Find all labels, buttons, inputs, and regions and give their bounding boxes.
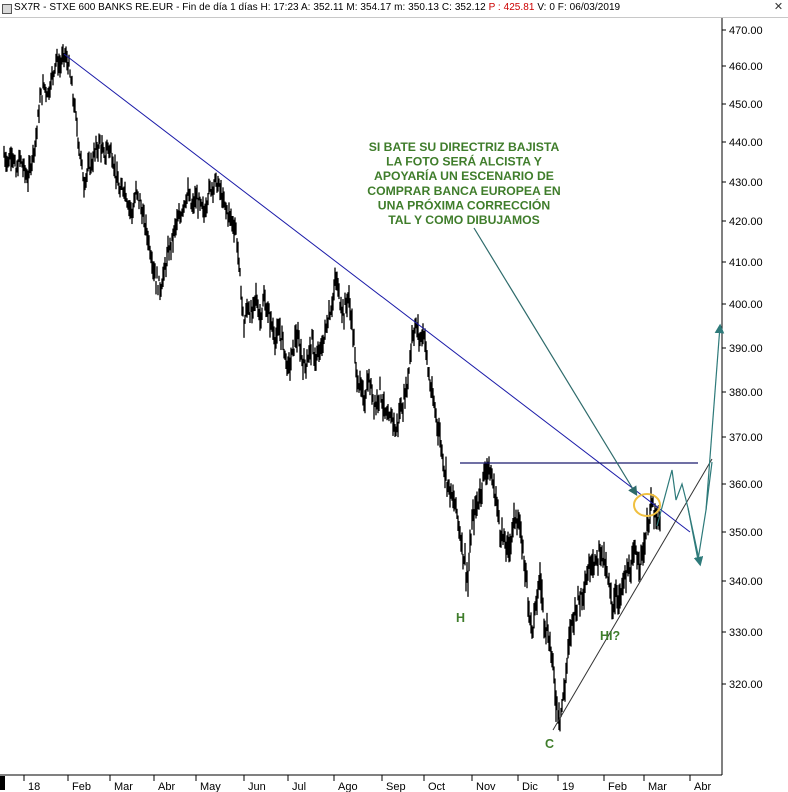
x-tick-label: Abr <box>694 781 711 792</box>
x-tick-label: Mar <box>648 781 667 792</box>
x-tick-label: Sep <box>386 781 406 792</box>
projection-path <box>656 461 713 561</box>
quote-readout: SX7R - STXE 600 BANKS RE.EUR - Fin de dí… <box>14 2 621 13</box>
y-tick-label: 450.00 <box>729 99 763 111</box>
y-tick-label: 430.00 <box>729 177 763 189</box>
close-readout: C: 352.12 <box>441 2 486 13</box>
y-axis-ticks: 470.00 460.00 450.00 440.00 430.00 420.00 410.… <box>722 25 763 691</box>
chart-header: SX7R - STXE 600 BANKS RE.EUR - Fin de dí… <box>0 0 788 18</box>
x-tick-label: Dic <box>522 781 538 792</box>
volume-readout: V: 0 <box>537 2 555 13</box>
x-tick-label: Feb <box>608 781 627 792</box>
p-readout: P : 425.81 <box>488 2 535 13</box>
x-tick-label: May <box>200 781 221 792</box>
scroll-handle[interactable] <box>0 776 5 790</box>
y-tick-label: 350.00 <box>729 527 763 539</box>
y-tick-label: 460.00 <box>729 61 763 73</box>
high-readout: M: 354.17 <box>346 2 392 13</box>
y-tick-label: 440.00 <box>729 137 763 149</box>
close-icon[interactable]: ✕ <box>773 1 784 13</box>
y-tick-label: 370.00 <box>729 432 763 444</box>
date-readout: F: 06/03/2019 <box>557 2 621 13</box>
window-menu-icon[interactable] <box>2 4 12 14</box>
x-tick-label: Mar <box>114 781 133 792</box>
x-tick-label: Jun <box>248 781 266 792</box>
projection-arrow <box>705 323 725 511</box>
x-tick-label: 18 <box>28 781 40 792</box>
y-tick-label: 390.00 <box>729 343 763 355</box>
x-tick-label: Nov <box>476 781 496 792</box>
y-tick-label: 400.00 <box>729 299 763 311</box>
x-tick-label: 19 <box>562 781 574 792</box>
uptrend-line <box>552 458 713 731</box>
x-tick-label: Oct <box>428 781 445 792</box>
x-tick-label: Ago <box>338 781 358 792</box>
annotation-arrow <box>473 227 638 497</box>
y-tick-label: 410.00 <box>729 257 763 269</box>
annotation-line: UNA PRÓXIMA CORRECCIÓN <box>378 197 550 212</box>
time-readout: H: 17:23 <box>260 2 299 13</box>
label-hi: HI? <box>600 629 620 643</box>
y-tick-label: 470.00 <box>729 25 763 37</box>
x-axis-ticks: 18 Feb Mar Abr May Jun Jul Ago Sep Oct Nov Dic 19 Feb… <box>0 775 711 792</box>
x-tick-label: Abr <box>158 781 175 792</box>
period-label: Fin de día 1 días <box>182 2 258 13</box>
y-tick-label: 340.00 <box>729 576 763 588</box>
label-c: C <box>545 737 554 751</box>
drawing-overlays <box>63 53 725 731</box>
y-tick-label: 320.00 <box>729 679 763 691</box>
y-tick-label: 420.00 <box>729 216 763 228</box>
annotation-line: TAL Y COMO DIBUJAMOS <box>388 213 539 227</box>
x-tick-label: Jul <box>292 781 306 792</box>
y-tick-label: 360.00 <box>729 479 763 491</box>
breakout-circle <box>633 493 661 517</box>
annotation-line: LA FOTO SERÁ ALCISTA Y <box>386 154 542 169</box>
y-tick-label: 380.00 <box>729 387 763 399</box>
y-tick-label: 330.00 <box>729 627 763 639</box>
annotation-line: APOYARÍA UN ESCENARIO DE <box>374 168 554 183</box>
low-readout: m: 350.13 <box>394 2 440 13</box>
open-readout: A: 352.11 <box>300 2 344 13</box>
downtrend-line <box>63 53 691 533</box>
label-head: H <box>456 611 465 625</box>
x-tick-label: Feb <box>72 781 91 792</box>
price-series <box>3 44 661 732</box>
symbol-label: SX7R - STXE 600 BANKS RE.EUR <box>14 2 174 13</box>
annotation-line: SI BATE SU DIRECTRIZ BAJISTA <box>369 140 560 154</box>
annotation-line: COMPRAR BANCA EUROPEA EN <box>367 184 560 198</box>
pullback-arrow <box>687 507 704 567</box>
